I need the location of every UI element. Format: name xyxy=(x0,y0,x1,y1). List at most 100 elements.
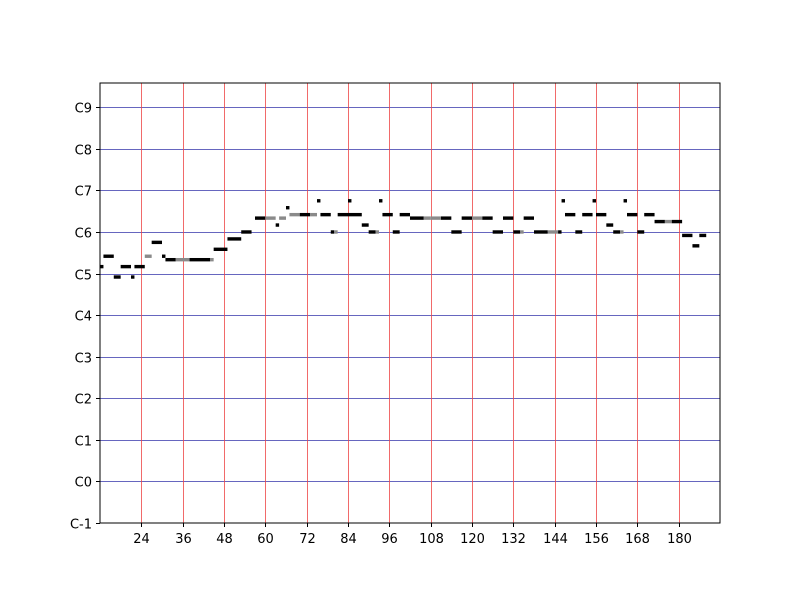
x-tick-label: 24 xyxy=(133,532,150,547)
note xyxy=(113,275,121,279)
note xyxy=(348,212,362,217)
note xyxy=(582,212,593,217)
note xyxy=(472,216,483,220)
note xyxy=(213,247,228,251)
note xyxy=(279,216,286,220)
note xyxy=(320,212,331,217)
note xyxy=(606,223,614,227)
x-tick-label: 48 xyxy=(216,532,233,547)
y-tick-label: C0 xyxy=(75,476,92,491)
note xyxy=(348,199,352,203)
note xyxy=(151,240,162,245)
note xyxy=(337,212,348,217)
note xyxy=(368,230,376,234)
note xyxy=(503,216,514,220)
x-tick-label: 180 xyxy=(667,532,692,547)
y-tick-label: C6 xyxy=(75,227,92,242)
note xyxy=(558,230,562,234)
x-tick-label: 108 xyxy=(419,532,444,547)
note xyxy=(623,199,627,203)
note xyxy=(654,219,665,224)
vertical-gridlines xyxy=(141,83,680,523)
note xyxy=(265,216,276,220)
x-tick-label: 168 xyxy=(625,532,650,547)
note xyxy=(682,233,693,238)
note xyxy=(613,230,621,234)
plot-frame xyxy=(99,82,721,524)
note xyxy=(441,216,452,220)
x-tick-label: 144 xyxy=(543,532,568,547)
note xyxy=(520,230,524,234)
note xyxy=(430,216,441,220)
note xyxy=(299,212,311,217)
note xyxy=(144,254,152,258)
note xyxy=(330,230,335,234)
horizontal-gridlines xyxy=(100,107,720,482)
note xyxy=(596,212,607,217)
note xyxy=(379,199,383,203)
note xyxy=(361,223,369,227)
note xyxy=(286,206,290,210)
note xyxy=(575,230,583,234)
note xyxy=(451,230,462,234)
y-tick-label: C-1 xyxy=(70,518,92,533)
x-tick-label: 120 xyxy=(460,532,485,547)
note xyxy=(100,264,104,269)
y-axis: C-1 C0 C1 C2 C3 C4 C5 C6 C7 C8 C9 xyxy=(70,102,100,533)
note xyxy=(382,212,393,217)
note-marks xyxy=(100,199,707,279)
y-tick-label: C1 xyxy=(75,435,92,450)
note xyxy=(592,199,596,203)
x-axis: 24 36 48 60 72 84 96 108 120 132 144 156 168 180 xyxy=(133,523,692,547)
x-tick-label: 36 xyxy=(175,532,192,547)
note xyxy=(310,212,317,217)
x-tick-label: 156 xyxy=(584,532,609,547)
note xyxy=(627,212,638,217)
x-tick-label: 84 xyxy=(340,532,357,547)
x-tick-label: 60 xyxy=(257,532,274,547)
note xyxy=(644,212,655,217)
note xyxy=(565,212,576,217)
note xyxy=(289,212,300,217)
note xyxy=(399,212,410,217)
y-tick-label: C8 xyxy=(75,144,92,159)
y-tick-label: C4 xyxy=(75,310,92,325)
note xyxy=(165,257,176,262)
note xyxy=(482,216,493,220)
note xyxy=(241,230,252,234)
note xyxy=(131,275,135,279)
note xyxy=(410,216,424,220)
note xyxy=(255,216,266,220)
note xyxy=(492,230,503,234)
note xyxy=(162,254,166,258)
y-tick-label: C5 xyxy=(75,269,92,284)
note xyxy=(392,230,400,234)
y-tick-label: C9 xyxy=(75,102,92,117)
x-tick-label: 72 xyxy=(299,532,316,547)
note xyxy=(120,264,131,269)
note xyxy=(561,199,565,203)
note xyxy=(189,257,211,262)
note xyxy=(692,244,700,248)
note xyxy=(699,233,707,238)
note xyxy=(334,230,338,234)
note xyxy=(175,257,190,262)
note xyxy=(275,223,280,227)
x-tick-label: 96 xyxy=(381,532,398,547)
note xyxy=(423,216,431,220)
y-tick-label: C2 xyxy=(75,393,92,408)
x-tick-label: 132 xyxy=(501,532,526,547)
note xyxy=(534,230,548,234)
note xyxy=(671,219,683,224)
note xyxy=(461,216,472,220)
note xyxy=(637,230,645,234)
note xyxy=(513,230,521,234)
y-tick-label: C7 xyxy=(75,185,92,200)
note xyxy=(317,199,321,203)
note xyxy=(375,230,379,234)
note xyxy=(523,216,534,220)
note xyxy=(134,264,145,269)
y-tick-label: C3 xyxy=(75,352,92,367)
note xyxy=(620,230,624,234)
